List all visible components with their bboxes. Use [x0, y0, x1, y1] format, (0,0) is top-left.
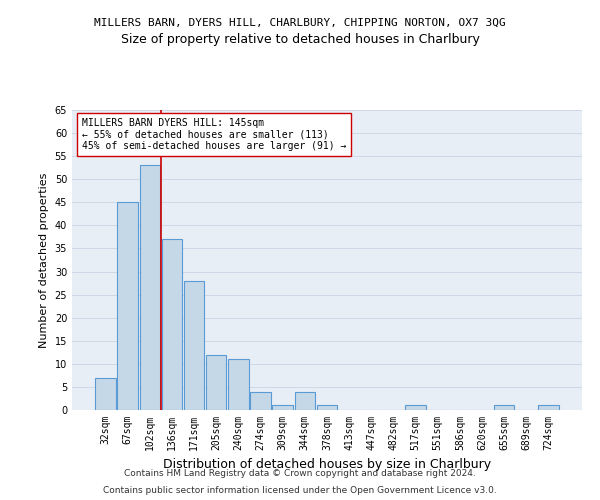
Bar	[538, 406, 559, 410]
Text: Contains public sector information licensed under the Open Government Licence v3: Contains public sector information licen…	[103, 486, 497, 495]
Text: Size of property relative to detached houses in Charlbury: Size of property relative to detached ho…	[121, 32, 479, 46]
Text: MILLERS BARN DYERS HILL: 145sqm
← 55% of detached houses are smaller (113)
45% o: MILLERS BARN DYERS HILL: 145sqm ← 55% of…	[82, 118, 347, 150]
Bar	[295, 392, 315, 410]
X-axis label: Distribution of detached houses by size in Charlbury: Distribution of detached houses by size …	[163, 458, 491, 471]
Bar	[206, 354, 226, 410]
Bar	[118, 202, 138, 410]
Y-axis label: Number of detached properties: Number of detached properties	[39, 172, 49, 348]
Bar	[406, 406, 426, 410]
Bar	[161, 239, 182, 410]
Bar	[272, 406, 293, 410]
Bar	[250, 392, 271, 410]
Bar	[184, 281, 204, 410]
Text: MILLERS BARN, DYERS HILL, CHARLBURY, CHIPPING NORTON, OX7 3QG: MILLERS BARN, DYERS HILL, CHARLBURY, CHI…	[94, 18, 506, 28]
Bar	[95, 378, 116, 410]
Bar	[140, 166, 160, 410]
Bar	[494, 406, 514, 410]
Bar	[228, 359, 248, 410]
Text: Contains HM Land Registry data © Crown copyright and database right 2024.: Contains HM Land Registry data © Crown c…	[124, 468, 476, 477]
Bar	[317, 406, 337, 410]
